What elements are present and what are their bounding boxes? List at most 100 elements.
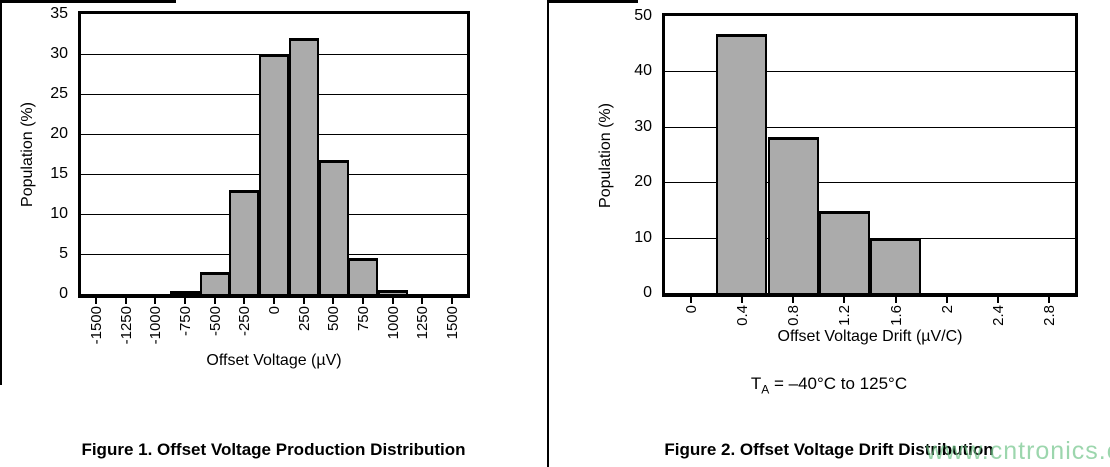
x-axis-tick-label: 1250 — [412, 306, 432, 339]
x-axis-tick-label: 500 — [323, 306, 343, 331]
x-axis-tick-label: -500 — [205, 306, 225, 336]
x-axis-tick — [792, 297, 794, 303]
y-axis-title-text: Population (%) — [597, 102, 614, 208]
y-gridline — [665, 127, 1075, 128]
y-axis-tick-label: 20 — [634, 173, 652, 190]
x-axis-tick-label-text: 0 — [682, 305, 700, 314]
condition-value: = –40°C to 125°C — [769, 374, 908, 393]
x-axis-tick-label-text: 1000 — [384, 306, 402, 340]
y-axis-tick-label: 25 — [50, 85, 68, 102]
x-axis-tick — [214, 298, 216, 304]
page-top-border-right — [548, 0, 638, 3]
y-axis-tick-label: 30 — [634, 118, 652, 135]
x-axis-tick-label-text: -250 — [235, 306, 253, 337]
x-axis-tick-label: 0.8 — [783, 305, 803, 326]
x-axis-tick — [946, 297, 948, 303]
x-axis-tick-label: 2.4 — [988, 305, 1008, 326]
x-axis-tick-label-text: 2.4 — [989, 305, 1007, 326]
page-top-border-left — [0, 0, 176, 3]
x-axis-tick-label-text: -1500 — [87, 306, 105, 345]
plot-frame — [662, 13, 1078, 297]
x-axis-tick-label-text: 0.8 — [784, 305, 802, 326]
y-axis-tick-label: 35 — [50, 5, 68, 22]
x-axis-tick — [421, 298, 423, 304]
x-axis-tick — [332, 298, 334, 304]
y-axis-title: Population (%) — [596, 13, 616, 297]
plot-frame — [78, 11, 470, 298]
x-axis-tick-label-text: 2 — [938, 305, 956, 314]
y-axis-tick-label: 10 — [634, 229, 652, 246]
x-axis-tick-label: 250 — [294, 306, 314, 331]
x-axis-tick — [273, 298, 275, 304]
x-axis-tick-label: 0 — [681, 305, 701, 313]
x-axis-tick-label: 1.6 — [886, 305, 906, 326]
x-axis-tick-label-text: -750 — [176, 306, 194, 337]
figure2-caption: Figure 2. Offset Voltage Drift Distribut… — [664, 440, 994, 459]
histogram-bar — [716, 34, 767, 293]
x-axis-tick-label: 1.2 — [834, 305, 854, 326]
y-gridline — [665, 71, 1075, 72]
x-axis-tick-label-text: 1.2 — [835, 305, 853, 326]
x-axis-tick-label-text: -1250 — [117, 306, 135, 345]
histogram-bar — [319, 160, 349, 294]
watermark-text: www.cntronics.com — [926, 437, 1110, 465]
panel-divider — [547, 0, 549, 467]
x-axis-tick — [303, 298, 305, 304]
x-axis-tick — [1048, 297, 1050, 303]
y-axis-tick-label: 40 — [634, 62, 652, 79]
x-axis-tick — [843, 297, 845, 303]
x-axis-tick-label: 1500 — [442, 306, 462, 339]
y-axis-tick-label: 10 — [50, 205, 68, 222]
x-axis-tick-label-text: 1500 — [443, 306, 461, 340]
x-axis-tick — [451, 298, 453, 304]
x-axis-tick-label: -1500 — [86, 306, 106, 344]
figure2-condition: TA = –40°C to 125°C — [548, 374, 1110, 396]
x-axis-title: Offset Voltage Drift (µV/C) — [777, 328, 963, 345]
x-axis-tick-label-text: -1000 — [146, 306, 164, 345]
condition-subscript: A — [761, 382, 770, 397]
x-axis-tick — [362, 298, 364, 304]
x-axis-tick-label-text: 500 — [324, 306, 342, 332]
y-axis-tick-label: 5 — [59, 245, 68, 262]
histogram-bar — [259, 54, 289, 294]
figure1-caption: Figure 1. Offset Voltage Production Dist… — [81, 440, 466, 459]
x-axis-tick-label: -250 — [234, 306, 254, 336]
x-axis-tick-label-text: 0 — [265, 306, 283, 315]
histogram-bar — [768, 137, 819, 293]
y-axis-title-text: Population (%) — [19, 102, 36, 207]
y-axis-tick-label: 0 — [59, 285, 68, 302]
x-axis-tick-label: -1250 — [116, 306, 136, 344]
histogram-bar — [819, 211, 870, 293]
x-axis-tick-label: 2.8 — [1039, 305, 1059, 326]
x-axis-tick — [690, 297, 692, 303]
x-axis-tick — [95, 298, 97, 304]
x-axis-tick — [741, 297, 743, 303]
x-axis-tick-label: 0 — [264, 306, 284, 314]
x-axis-tick — [154, 298, 156, 304]
x-axis-tick — [184, 298, 186, 304]
x-axis-title: Offset Voltage (µV) — [206, 352, 342, 369]
x-axis-tick — [243, 298, 245, 304]
histogram-bar — [170, 291, 200, 294]
x-axis-tick-label-text: 250 — [295, 306, 313, 332]
histogram-bar — [870, 238, 921, 293]
x-axis-tick-label-text: 1.6 — [887, 305, 905, 326]
y-axis-tick-label: 20 — [50, 125, 68, 142]
x-axis-tick-label: -1000 — [145, 306, 165, 344]
y-axis-tick-label: 15 — [50, 165, 68, 182]
figure2-panel: 0 10 20 30 40 50 0 0.4 0.8 1.2 1.6 2 2.4 2.8 Offset Vo… — [548, 0, 1110, 467]
x-axis-tick-label: 1000 — [383, 306, 403, 339]
x-axis-tick-label: 0.4 — [732, 305, 752, 326]
condition-symbol: T — [750, 374, 762, 393]
histogram-bar — [348, 258, 378, 294]
x-axis-tick — [392, 298, 394, 304]
histogram-bar — [200, 272, 230, 294]
x-axis-tick-label-text: -500 — [206, 306, 224, 337]
x-axis-tick-label-text: 1250 — [413, 306, 431, 340]
x-axis-tick-label-text: 750 — [354, 306, 372, 332]
histogram-bar — [378, 290, 408, 294]
y-axis-tick-label: 50 — [634, 7, 652, 24]
y-axis-tick-label: 30 — [50, 45, 68, 62]
x-axis-tick-label-text: 2.8 — [1040, 305, 1058, 326]
